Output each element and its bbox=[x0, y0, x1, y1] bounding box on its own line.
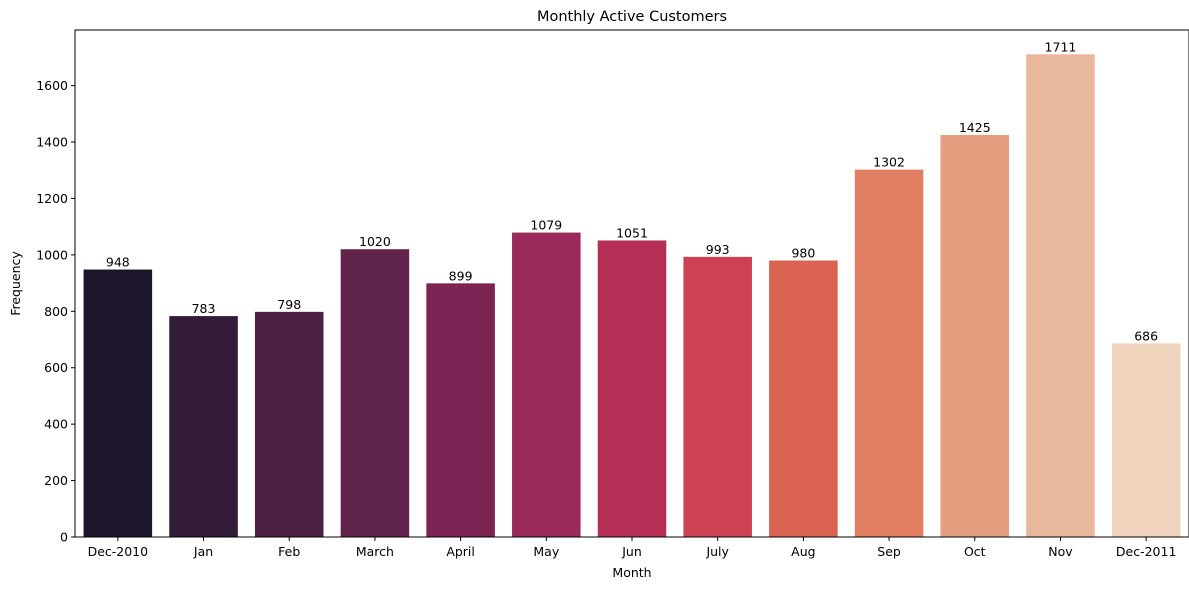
chart-title: Monthly Active Customers bbox=[537, 9, 727, 25]
x-tick-label: Sep bbox=[877, 544, 901, 559]
bar-aug bbox=[769, 260, 838, 537]
data-label-march: 1020 bbox=[359, 234, 391, 249]
x-tick-label: Dec-2010 bbox=[88, 544, 149, 559]
bar-jun bbox=[597, 240, 667, 537]
data-label-oct: 1425 bbox=[959, 120, 991, 135]
y-tick-label: 0 bbox=[60, 530, 68, 545]
bar-april bbox=[426, 283, 495, 537]
x-tick-label: March bbox=[356, 544, 394, 559]
data-label-july: 993 bbox=[706, 242, 730, 257]
x-tick-label: Jun bbox=[621, 544, 642, 559]
y-tick-label: 200 bbox=[44, 473, 68, 488]
bar-dec-2011 bbox=[1111, 343, 1181, 537]
bar-sep bbox=[854, 169, 924, 537]
bar-nov bbox=[1026, 54, 1095, 538]
x-tick-label: May bbox=[533, 544, 559, 559]
x-tick-label: Dec-2011 bbox=[1116, 544, 1177, 559]
y-tick-label: 1000 bbox=[36, 247, 68, 262]
bar-feb bbox=[254, 311, 324, 537]
bar-oct bbox=[940, 134, 1010, 537]
x-tick-label: July bbox=[705, 544, 729, 559]
x-tick-label: Feb bbox=[278, 544, 300, 559]
data-label-sep: 1302 bbox=[873, 155, 905, 170]
y-tick-label: 1200 bbox=[36, 191, 68, 206]
data-labels-group: 948 783 798 1020 899 1079 1051 993 980 1302 1425 17… bbox=[106, 39, 1158, 343]
bar-dec-2010 bbox=[83, 269, 153, 537]
y-axis: 0 200 400 600 800 1000 1200 1400 1600 bbox=[36, 78, 75, 545]
data-label-jun: 1051 bbox=[616, 225, 648, 240]
data-label-feb: 798 bbox=[277, 297, 301, 312]
data-label-dec-2010: 948 bbox=[106, 255, 130, 270]
data-label-dec-2011: 686 bbox=[1134, 328, 1158, 343]
x-tick-label: April bbox=[446, 544, 475, 559]
bar-march bbox=[340, 249, 410, 537]
bars-group bbox=[83, 54, 1181, 538]
y-tick-label: 400 bbox=[44, 417, 68, 432]
bar-may bbox=[512, 232, 581, 538]
x-tick-label: Nov bbox=[1048, 544, 1073, 559]
y-tick-label: 1600 bbox=[36, 78, 68, 93]
x-axis-title: Month bbox=[612, 565, 651, 580]
x-tick-label: Jan bbox=[193, 544, 213, 559]
x-axis: Dec-2010 Jan Feb March April May Jun July Aug Sep… bbox=[88, 537, 1177, 559]
x-tick-label: Oct bbox=[964, 544, 986, 559]
data-label-nov: 1711 bbox=[1045, 39, 1077, 54]
bar-jan bbox=[169, 316, 238, 537]
y-tick-label: 600 bbox=[44, 360, 68, 375]
data-label-may: 1079 bbox=[530, 218, 562, 233]
y-axis-title: Frequency bbox=[8, 251, 23, 316]
data-label-april: 899 bbox=[449, 268, 473, 283]
data-label-aug: 980 bbox=[791, 246, 815, 261]
x-tick-label: Aug bbox=[791, 544, 815, 559]
y-tick-label: 800 bbox=[44, 304, 68, 319]
plot-frame bbox=[74, 29, 1189, 538]
bar-july bbox=[683, 256, 752, 537]
data-label-jan: 783 bbox=[192, 301, 216, 316]
y-tick-label: 1400 bbox=[36, 135, 68, 150]
